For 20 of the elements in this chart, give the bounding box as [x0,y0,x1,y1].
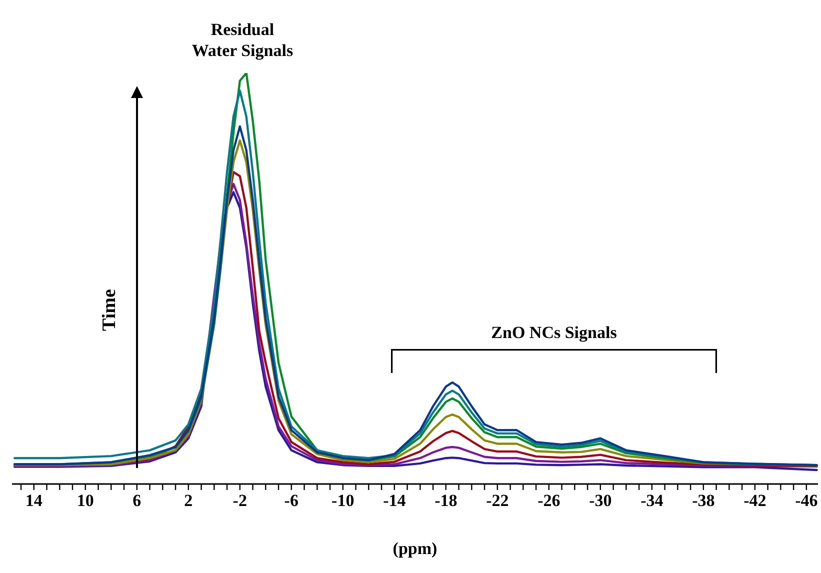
x-tick-label: -22 [486,491,509,510]
annotation: Residual Water Signals [190,19,294,61]
x-tick-label: 14 [25,491,43,510]
x-tick-label: 6 [132,491,142,510]
x-tick-label: -26 [538,491,560,510]
annotation: ZnO NCs Signals [490,323,618,343]
x-tick-label: -10 [332,491,354,510]
annotation: Time [99,289,121,331]
x-tick-label: -38 [692,491,715,510]
x-tick-label: -2 [232,491,247,510]
x-tick-label: -46 [795,491,818,510]
x-tick-label: 2 [184,491,193,510]
x-tick-label: -6 [284,491,298,510]
x-tick-label: -30 [589,491,612,510]
x-axis-title: (ppm) [392,539,438,559]
x-tick-label: -34 [640,491,664,510]
x-tick-label: -18 [434,491,458,510]
x-tick-label: -14 [383,491,406,510]
x-tick-label: 10 [76,491,94,510]
x-tick-label: -42 [744,491,766,510]
